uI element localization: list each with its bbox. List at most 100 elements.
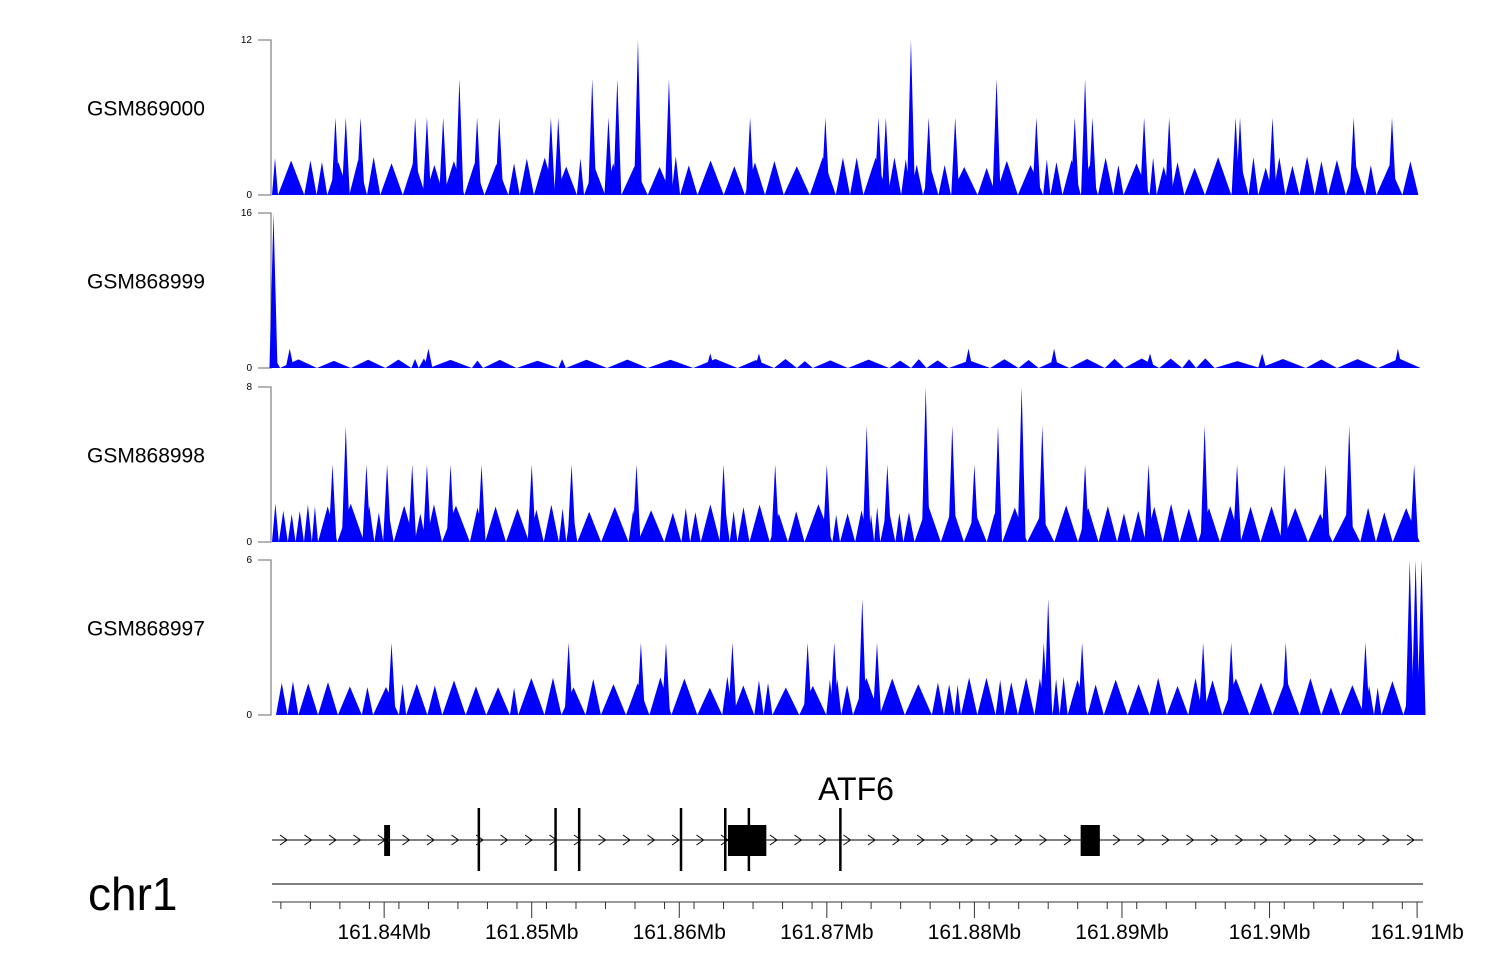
- coverage-peak: [822, 464, 831, 542]
- coverage-bump: [990, 359, 1019, 368]
- strand-arrow-icon: [916, 834, 925, 846]
- coverage-bump: [1018, 359, 1039, 368]
- coverage-peak: [874, 117, 883, 195]
- coverage-bump: [693, 359, 738, 368]
- coverage-bump: [697, 160, 724, 195]
- coverage-bump: [1130, 511, 1146, 542]
- coverage-bump: [1087, 684, 1104, 715]
- coverage-bump: [441, 505, 470, 542]
- coverage-peak: [422, 117, 431, 195]
- coverage-bump: [1249, 682, 1273, 715]
- coverage-bump: [1381, 681, 1404, 715]
- coverage-peak: [728, 642, 737, 715]
- coverage-bump: [772, 687, 800, 715]
- coverage-bump: [1204, 157, 1232, 195]
- strand-arrow-icon: [696, 834, 705, 846]
- coverage-bump: [889, 360, 912, 368]
- x-tick-label: 161.85Mb: [485, 921, 578, 944]
- coverage-bump: [960, 677, 978, 715]
- coverage-bump: [558, 359, 566, 368]
- coverage-bump: [690, 512, 701, 542]
- chromosome-label: chr1: [88, 868, 177, 920]
- strand-arrow-icon: [843, 834, 852, 846]
- coverage-peak: [754, 353, 763, 368]
- coverage-peak: [1165, 117, 1174, 195]
- strand-arrow-icon: [426, 834, 435, 846]
- coverage-bump: [799, 685, 827, 715]
- coverage-bump: [849, 157, 864, 195]
- coverage-bump: [316, 161, 328, 195]
- coverage-bump: [1103, 679, 1128, 715]
- coverage-peak: [341, 425, 350, 542]
- coverage-bump: [1124, 358, 1160, 368]
- coverage-peak: [719, 464, 728, 542]
- x-tick-label: 161.84Mb: [337, 921, 430, 944]
- coverage-peak: [285, 348, 294, 368]
- strand-arrow-icon: [1406, 834, 1415, 846]
- strand-arrow-icon: [622, 834, 631, 846]
- coverage-bump: [1222, 678, 1250, 715]
- coverage-peak: [387, 642, 396, 715]
- coverage-peak: [383, 464, 392, 542]
- coverage-bump: [427, 685, 443, 715]
- coverage-peak: [1417, 560, 1426, 715]
- coverage-bump: [943, 684, 955, 715]
- y-axis: [258, 212, 272, 369]
- coverage-bump: [749, 504, 770, 542]
- coverage-bump: [406, 683, 428, 715]
- coverage-bump: [1159, 358, 1183, 368]
- coverage-peak: [1258, 353, 1267, 368]
- coverage-bump: [465, 686, 487, 715]
- coverage-bump: [442, 680, 466, 715]
- coverage-bump: [1282, 507, 1308, 542]
- coverage-bump: [278, 160, 305, 195]
- coverage-bump: [681, 508, 691, 542]
- coverage-peak: [567, 464, 576, 542]
- coverage-peak: [554, 117, 563, 195]
- coverage-bump: [311, 506, 319, 542]
- coverage-bump: [471, 360, 484, 368]
- coverage-bump: [414, 513, 426, 542]
- strand-arrow-icon: [941, 834, 950, 846]
- coverage-bump: [732, 685, 755, 715]
- coverage-peak: [1388, 117, 1397, 195]
- strand-arrow-icon: [990, 834, 999, 846]
- coverage-bump: [1017, 677, 1035, 715]
- coverage-peak: [1050, 348, 1059, 368]
- coverage-bump: [304, 160, 317, 195]
- track-label: GSM869000: [87, 98, 205, 121]
- coverage-bump: [1113, 165, 1124, 195]
- coverage-GSM868997: [276, 560, 1426, 715]
- coverage-bump: [380, 163, 403, 195]
- track-label: GSM868998: [87, 445, 205, 468]
- coverage-peak: [664, 78, 673, 195]
- coverage-peak: [424, 348, 433, 368]
- x-tick-label: 161.88Mb: [928, 921, 1021, 944]
- coverage-bump: [995, 160, 1018, 195]
- coverage-bump: [840, 513, 856, 542]
- coverage-bump: [841, 684, 853, 715]
- coverage-peak: [362, 464, 371, 542]
- coverage-peak: [1393, 348, 1402, 368]
- coverage-peak: [495, 117, 504, 195]
- coverage-peak: [1038, 425, 1047, 542]
- strand-arrow-icon: [1284, 834, 1293, 846]
- coverage-bump: [318, 682, 338, 715]
- coverage-peak: [1039, 642, 1048, 715]
- coverage-bump: [1314, 161, 1329, 195]
- exon: [727, 825, 767, 856]
- strand-arrow-icon: [818, 834, 827, 846]
- coverage-bump: [903, 512, 915, 542]
- coverage-bump: [671, 156, 681, 195]
- coverage-peak: [1410, 464, 1419, 542]
- coverage-bump: [995, 679, 1005, 715]
- coverage-peak: [830, 642, 839, 715]
- coverage-peak: [951, 117, 960, 195]
- coverage-bump: [847, 359, 890, 368]
- coverage-bump: [1117, 513, 1131, 542]
- strand-arrow-icon: [524, 834, 533, 846]
- coverage-bump: [1240, 506, 1261, 542]
- y-tick-label: 12: [241, 35, 253, 46]
- strand-arrow-icon: [451, 834, 460, 846]
- coverage-peak: [821, 117, 830, 195]
